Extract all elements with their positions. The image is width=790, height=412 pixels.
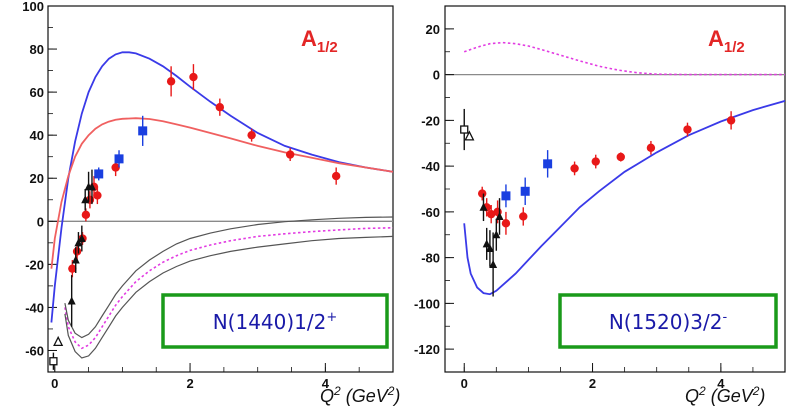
data-point-red-points <box>81 210 91 220</box>
plot-frame <box>47 5 394 373</box>
data-point-red-points <box>215 102 225 112</box>
data-point-red-points <box>285 150 295 159</box>
theory-curves <box>463 41 785 296</box>
data-point-black-triangles <box>479 202 488 211</box>
y-tick-label: -60 <box>421 205 440 220</box>
y-tick-label: 20 <box>426 22 440 37</box>
data-point-red-points <box>166 77 176 86</box>
data-point-red-points <box>570 164 579 173</box>
data-point-red-points <box>72 247 82 256</box>
data-point-red-points <box>478 189 487 198</box>
x-tick-label: 0 <box>461 376 468 391</box>
y-tick-label: -20 <box>25 257 44 272</box>
y-tick-label: -60 <box>25 343 44 358</box>
y-tick-label: 0 <box>433 68 440 83</box>
data-point-red-points <box>486 209 496 219</box>
y-tick-label: 0 <box>37 214 44 229</box>
curve-grey-band-lower <box>64 235 393 359</box>
curve-blue-solid-line <box>463 100 785 296</box>
theory-curves <box>50 51 393 359</box>
y-tick-label: -20 <box>421 113 440 128</box>
data-point-black-triangles <box>71 255 80 264</box>
x-axis-title: Q2 (GeV2) <box>320 384 400 406</box>
data-point-black-triangles <box>81 195 90 204</box>
y-tick-label: -40 <box>421 159 440 174</box>
data-point-red-points <box>683 125 692 134</box>
y-tick-label: -80 <box>421 251 440 266</box>
amplitude-annotation: A1/2 <box>301 26 338 56</box>
data-point-black-triangles <box>485 243 494 252</box>
data-point-blue-squares <box>94 169 104 179</box>
amplitude-annotation: A1/2 <box>708 26 745 56</box>
data-point-black-triangles <box>77 234 86 243</box>
y-tick-label: -100 <box>414 296 440 311</box>
y-tick-label: -40 <box>25 300 44 315</box>
state-label: N(1440)1/2+ <box>213 310 338 334</box>
curve-magenta-dotted-line <box>64 227 393 350</box>
data-point-black-triangles <box>492 230 501 239</box>
x-tick-label: 2 <box>186 376 193 391</box>
data-point-black-triangles <box>482 239 491 248</box>
data-point-red-points <box>591 157 600 166</box>
y-tick-label: 60 <box>30 85 44 100</box>
curve-red-solid-line <box>50 117 393 269</box>
y-tick-label: 100 <box>22 0 44 14</box>
curve-grey-band-upper <box>64 216 393 339</box>
data-point-black-triangles <box>67 296 76 305</box>
data-point-red-points <box>519 212 528 221</box>
data-point-black-triangles <box>489 259 498 268</box>
data-point-red-points <box>646 143 656 153</box>
data-point-black-open-square <box>49 357 58 366</box>
curve-blue-solid-line <box>50 51 393 323</box>
data-point-blue-squares <box>520 186 530 196</box>
data-point-red-points <box>93 191 102 200</box>
y-tick-label: 20 <box>30 171 44 186</box>
data-point-blue-squares <box>543 159 553 169</box>
x-tick-label: 4 <box>717 376 725 391</box>
data-point-blue-squares <box>501 191 511 201</box>
state-label: N(1520)3/2- <box>609 310 728 334</box>
data-point-red-points <box>616 152 625 162</box>
x-tick-label: 0 <box>51 376 58 391</box>
data-point-black-triangles <box>87 182 96 191</box>
data-point-black-triangles <box>495 211 504 220</box>
x-tick-label: 2 <box>589 376 596 391</box>
y-tick-label: 80 <box>30 42 44 57</box>
state-label-box <box>558 293 778 349</box>
data-point-red-points <box>111 163 120 172</box>
data-point-black-triangles <box>74 238 83 247</box>
data-point-red-points <box>68 264 77 273</box>
x-tick-label: 4 <box>322 376 330 391</box>
data-point-blue-squares <box>114 154 124 164</box>
data-point-black-open-triangle <box>53 335 64 347</box>
data-point-red-points <box>247 130 256 140</box>
data-point-red-points <box>726 116 736 125</box>
right-panel: -120 -100 -80 -60 -40 -20 0 20 0 2 4Q2 (GeV2) A1/2 N… <box>414 5 786 406</box>
data-point-red-points <box>331 171 341 181</box>
state-label-box <box>161 293 389 349</box>
data-point-blue-squares <box>138 126 148 136</box>
data-point-red-points <box>189 72 198 82</box>
data-point-red-points <box>501 219 511 228</box>
y-tick-label: -120 <box>414 342 440 357</box>
left-panel: -60 -40 -20 0 20 40 60 80 100 0 2 4Q2 (GeV2) A1/2 N(1… <box>22 0 400 406</box>
data-point-black-open-triangle <box>464 130 475 141</box>
y-tick-label: 40 <box>30 128 44 143</box>
x-axis-title: Q2 (GeV2) <box>685 384 765 406</box>
data-point-black-open-square <box>460 125 469 134</box>
curve-magenta-dotted-line <box>463 41 785 76</box>
